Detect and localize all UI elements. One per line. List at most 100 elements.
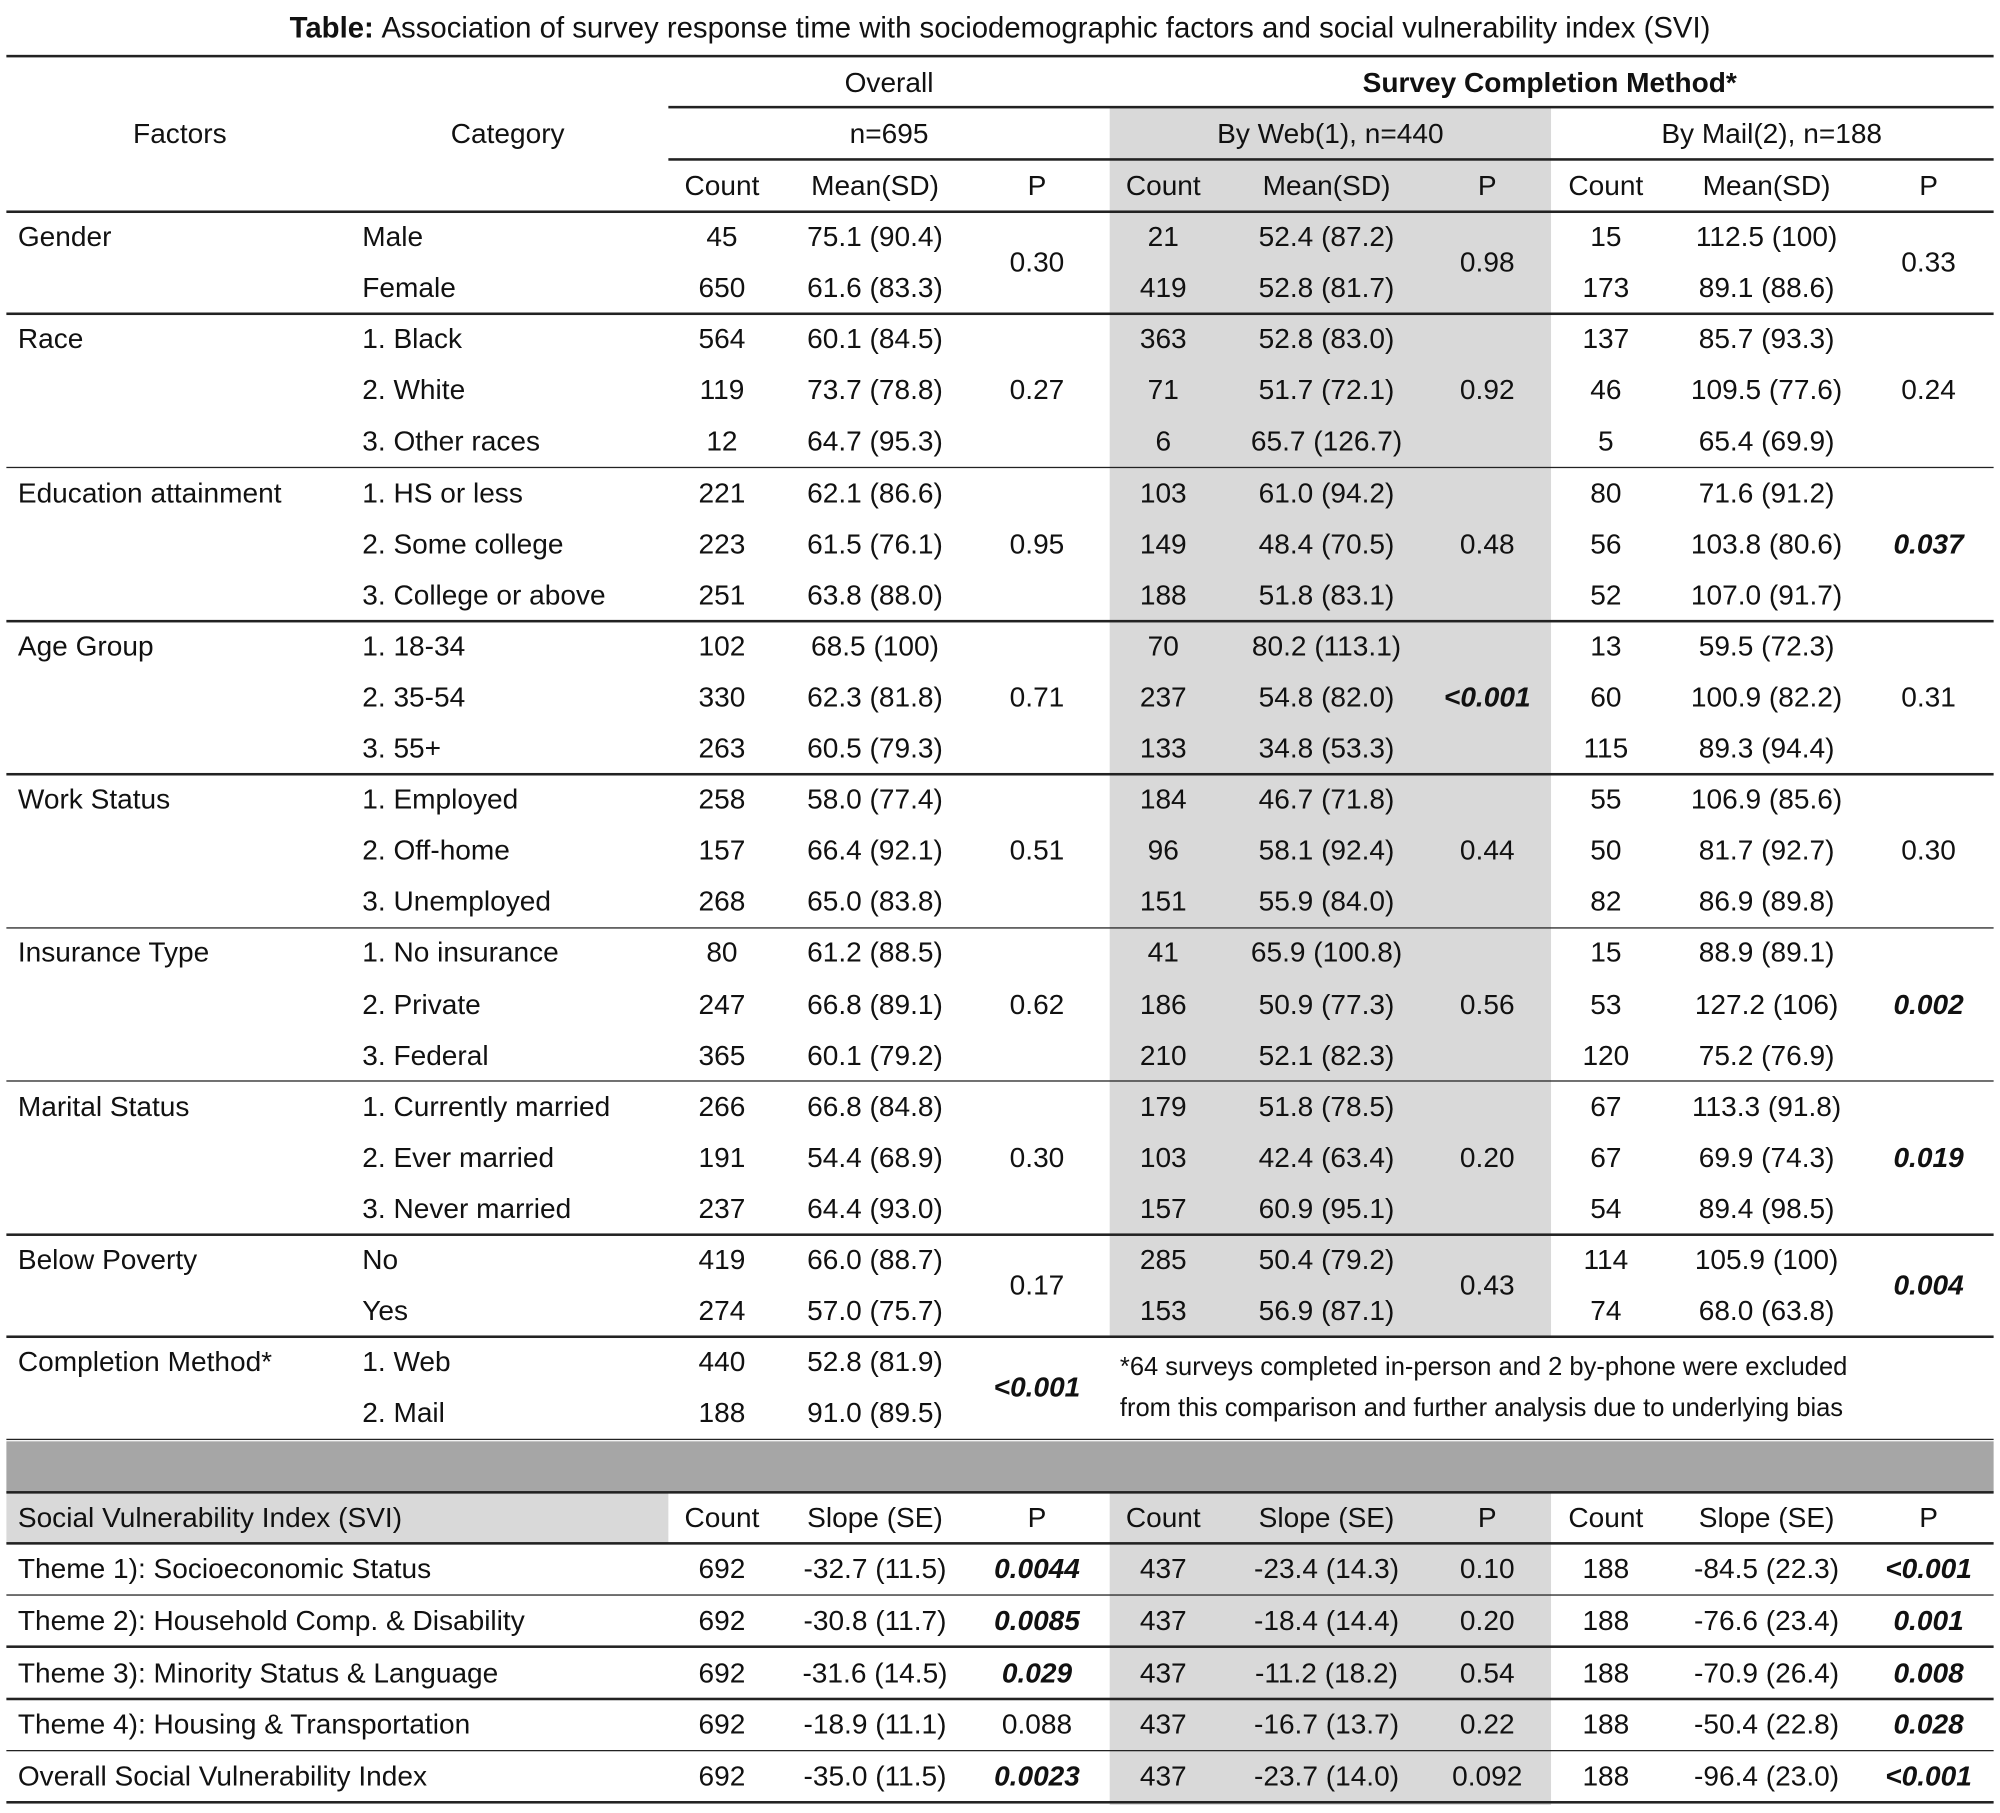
count: 21 — [1147, 220, 1179, 253]
mean-sd: 50.4 (79.2) — [1258, 1243, 1395, 1276]
mean-sd: 65.4 (69.9) — [1698, 425, 1835, 458]
mean-sd: 86.9 (89.8) — [1698, 885, 1835, 918]
svi-label: Theme 3): Minority Status & Language — [17, 1656, 499, 1689]
column-header: Slope (SE) — [1258, 1501, 1395, 1534]
count: 191 — [698, 1141, 746, 1174]
count: 41 — [1147, 936, 1179, 969]
p-value: 0.44 — [1459, 834, 1515, 867]
svi-label: Overall Social Vulnerability Index — [17, 1759, 428, 1792]
mean-sd: 113.3 (91.8) — [1691, 1090, 1842, 1123]
count: 157 — [698, 834, 746, 867]
mean-sd: 42.4 (63.4) — [1258, 1141, 1395, 1174]
rule — [6, 1749, 1994, 1752]
category: 2. Ever married — [362, 1141, 555, 1174]
mean-sd: 91.0 (89.5) — [807, 1397, 943, 1430]
column-header: Count — [1568, 169, 1644, 202]
slope-se: -35.0 (11.5) — [803, 1759, 947, 1792]
p-value: 0.028 — [1893, 1708, 1964, 1740]
mean-sd: 48.4 (70.5) — [1258, 527, 1395, 560]
p-value: <0.001 — [993, 1371, 1081, 1404]
count: 437 — [1139, 1604, 1187, 1637]
mean-sd: 66.4 (92.1) — [807, 834, 943, 867]
p-value: 0.98 — [1459, 246, 1515, 279]
mean-sd: 55.9 (84.0) — [1258, 885, 1395, 918]
category: 1. Web — [362, 1345, 451, 1378]
count: 56 — [1590, 527, 1622, 560]
category: 1. 18-34 — [362, 629, 466, 662]
p-value: 0.001 — [1893, 1604, 1964, 1637]
column-header: Slope (SE) — [807, 1501, 943, 1534]
category: Female — [362, 271, 456, 304]
mean-sd: 52.8 (83.0) — [1258, 323, 1395, 355]
count: 54 — [1590, 1192, 1622, 1225]
p-value: 0.62 — [1009, 987, 1065, 1020]
p-value: 0.019 — [1893, 1141, 1964, 1174]
mean-sd: 75.1 (90.4) — [807, 220, 943, 253]
column-header: Count — [684, 1501, 760, 1534]
count: 115 — [1583, 732, 1629, 765]
slope-se: -11.2 (18.2) — [1255, 1656, 1399, 1689]
category: 2. 35-54 — [362, 681, 466, 713]
rule — [6, 773, 1994, 776]
category: 1. HS or less — [362, 476, 523, 509]
mean-sd: 60.5 (79.3) — [807, 732, 943, 765]
count: 419 — [698, 1243, 746, 1276]
mean-sd: 57.0 (75.7) — [807, 1294, 943, 1327]
p-value: 0.088 — [1001, 1708, 1073, 1740]
count: 70 — [1147, 629, 1179, 662]
header-method: Survey Completion Method* — [1362, 66, 1737, 99]
mean-sd: 89.3 (94.4) — [1698, 732, 1835, 765]
mean-sd: 50.9 (77.3) — [1258, 987, 1395, 1020]
count: 237 — [698, 1192, 746, 1225]
mean-sd: 54.8 (82.0) — [1258, 681, 1395, 713]
rule — [668, 106, 1994, 109]
count: 692 — [698, 1656, 746, 1689]
p-value: 0.10 — [1459, 1552, 1515, 1585]
factor: Below Poverty — [17, 1243, 198, 1276]
mean-sd: 61.0 (94.2) — [1258, 476, 1395, 509]
category: 1. Black — [362, 323, 463, 355]
count: 263 — [698, 732, 746, 765]
mean-sd: 65.9 (100.8) — [1250, 936, 1403, 969]
count: 188 — [1582, 1604, 1630, 1637]
mean-sd: 105.9 (100) — [1694, 1243, 1839, 1276]
p-value: 0.008 — [1893, 1656, 1964, 1689]
category: No — [362, 1243, 399, 1276]
count: 114 — [1583, 1243, 1629, 1276]
svi-header: Social Vulnerability Index (SVI) — [17, 1501, 403, 1534]
count: 67 — [1590, 1141, 1622, 1174]
mean-sd: 58.1 (92.4) — [1258, 834, 1395, 867]
p-value: 0.30 — [1009, 1141, 1065, 1174]
category: Male — [362, 220, 424, 253]
mean-sd: 34.8 (53.3) — [1258, 732, 1395, 765]
table-title: Table: Association of survey response tim… — [290, 13, 1711, 42]
count: 82 — [1590, 885, 1622, 918]
category: 3. Never married — [362, 1192, 572, 1225]
p-value: 0.43 — [1459, 1269, 1515, 1302]
p-value: 0.33 — [1901, 246, 1956, 279]
count: 80 — [706, 936, 738, 969]
p-value: 0.56 — [1459, 987, 1515, 1020]
category: 2. Private — [362, 987, 481, 1020]
mean-sd: 89.4 (98.5) — [1698, 1192, 1835, 1225]
slope-se: -31.6 (14.5) — [802, 1656, 948, 1689]
mean-sd: 62.1 (86.6) — [807, 476, 943, 509]
count: 74 — [1590, 1294, 1622, 1327]
count: 437 — [1139, 1552, 1187, 1585]
count: 153 — [1139, 1294, 1187, 1327]
mean-sd: 52.4 (87.2) — [1258, 220, 1395, 253]
factor: Education attainment — [17, 476, 282, 509]
mean-sd: 51.8 (83.1) — [1258, 578, 1395, 611]
factor: Age Group — [17, 629, 154, 662]
p-value: 0.002 — [1893, 987, 1964, 1020]
footnote: *64 surveys completed in-person and 2 by… — [1119, 1353, 1848, 1382]
slope-se: -70.9 (26.4) — [1694, 1656, 1840, 1689]
count: 692 — [698, 1708, 746, 1740]
count: 221 — [698, 476, 746, 509]
count: 46 — [1590, 374, 1622, 407]
mean-sd: 62.3 (81.8) — [807, 681, 943, 713]
rule — [6, 1080, 1994, 1083]
category: 1. No insurance — [362, 936, 559, 969]
svi-label: Theme 1): Socioeconomic Status — [17, 1552, 432, 1585]
p-value: 0.004 — [1893, 1269, 1964, 1302]
